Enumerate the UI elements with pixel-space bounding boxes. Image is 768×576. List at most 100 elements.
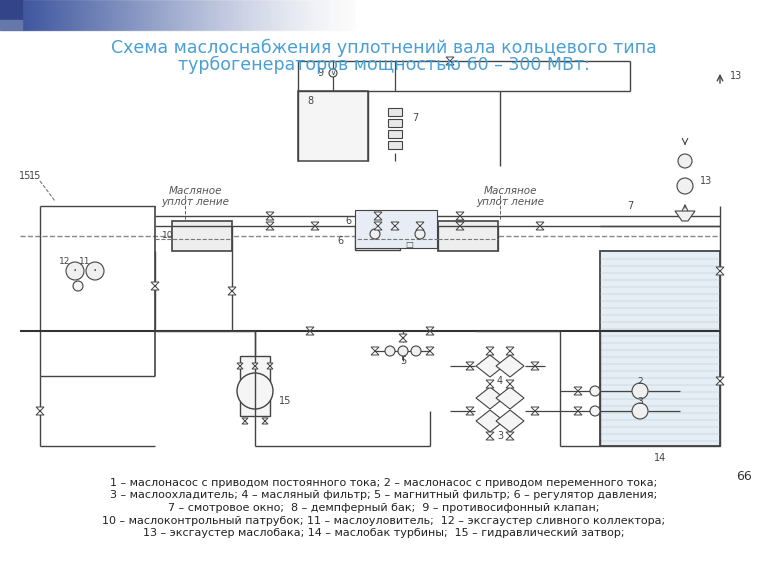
Bar [380, 0, 381, 30]
Bar [306, 0, 307, 30]
Polygon shape [426, 327, 434, 335]
Bar [194, 0, 195, 30]
Bar [362, 0, 363, 30]
Bar [148, 0, 149, 30]
Bar [174, 0, 175, 30]
Bar [168, 0, 169, 30]
Circle shape [237, 373, 273, 409]
Bar [403, 0, 404, 30]
Bar [388, 130, 402, 138]
Bar [203, 0, 204, 30]
Bar [268, 0, 269, 30]
Bar [236, 0, 237, 30]
Bar [143, 0, 144, 30]
Bar [195, 0, 196, 30]
Bar [73, 0, 74, 30]
Bar [157, 0, 158, 30]
Bar [114, 0, 115, 30]
Polygon shape [536, 222, 544, 230]
Bar [139, 0, 140, 30]
Polygon shape [374, 222, 382, 230]
Bar [103, 0, 104, 30]
Bar [310, 0, 311, 30]
Bar [159, 0, 160, 30]
Bar [260, 0, 261, 30]
Bar [271, 0, 272, 30]
Bar [161, 0, 162, 30]
Bar [305, 0, 306, 30]
Bar [36, 0, 37, 30]
Bar [365, 0, 366, 30]
Bar [126, 0, 127, 30]
Bar [110, 0, 111, 30]
Bar [293, 0, 294, 30]
Bar [133, 0, 134, 30]
Polygon shape [675, 211, 695, 221]
Bar [96, 0, 97, 30]
Bar [244, 0, 245, 30]
Bar [86, 0, 87, 30]
Bar [250, 0, 251, 30]
Bar [67, 0, 68, 30]
Bar [175, 0, 176, 30]
Bar [120, 0, 121, 30]
Bar [267, 0, 268, 30]
Bar [177, 0, 178, 30]
Text: 11: 11 [79, 256, 91, 266]
Bar [89, 0, 90, 30]
Bar [361, 0, 362, 30]
Bar [349, 0, 350, 30]
Bar [131, 0, 132, 30]
Polygon shape [237, 363, 243, 369]
Bar [283, 0, 284, 30]
Polygon shape [151, 282, 159, 290]
Bar [94, 0, 95, 30]
Bar [334, 0, 335, 30]
Bar [47, 0, 48, 30]
Bar [172, 0, 173, 30]
Bar [134, 0, 135, 30]
Bar [82, 0, 83, 30]
Bar [77, 0, 78, 30]
Bar [187, 0, 188, 30]
Bar [118, 0, 119, 30]
Bar [363, 0, 364, 30]
Bar [407, 0, 408, 30]
Bar [167, 0, 168, 30]
Polygon shape [36, 407, 44, 415]
Bar [384, 0, 385, 30]
Bar [373, 0, 374, 30]
Bar [149, 0, 150, 30]
Bar [359, 0, 360, 30]
Polygon shape [496, 355, 524, 377]
Bar [121, 0, 122, 30]
Bar [69, 0, 70, 30]
Bar [266, 0, 267, 30]
Bar [145, 0, 146, 30]
Bar [136, 0, 137, 30]
Circle shape [415, 229, 425, 239]
Bar [299, 0, 300, 30]
Text: Масляное: Масляное [483, 186, 537, 196]
Polygon shape [266, 222, 274, 230]
Bar [122, 0, 123, 30]
Bar [251, 0, 252, 30]
Bar [331, 0, 332, 30]
Bar [38, 0, 39, 30]
Bar [211, 0, 212, 30]
Bar [388, 119, 402, 127]
Bar [217, 0, 218, 30]
Bar [204, 0, 205, 30]
Bar [74, 0, 75, 30]
Bar [364, 0, 365, 30]
Bar [183, 0, 184, 30]
Bar [341, 0, 342, 30]
Bar [231, 0, 232, 30]
Bar [138, 0, 139, 30]
Bar [64, 0, 65, 30]
Bar [176, 0, 177, 30]
Bar [109, 0, 110, 30]
Bar [146, 0, 147, 30]
Text: 10 – маслоконтрольный патрубок; 11 – маслоуловитель;  12 – эксгаустер сливного к: 10 – маслоконтрольный патрубок; 11 – мас… [102, 516, 666, 525]
Circle shape [385, 346, 395, 356]
